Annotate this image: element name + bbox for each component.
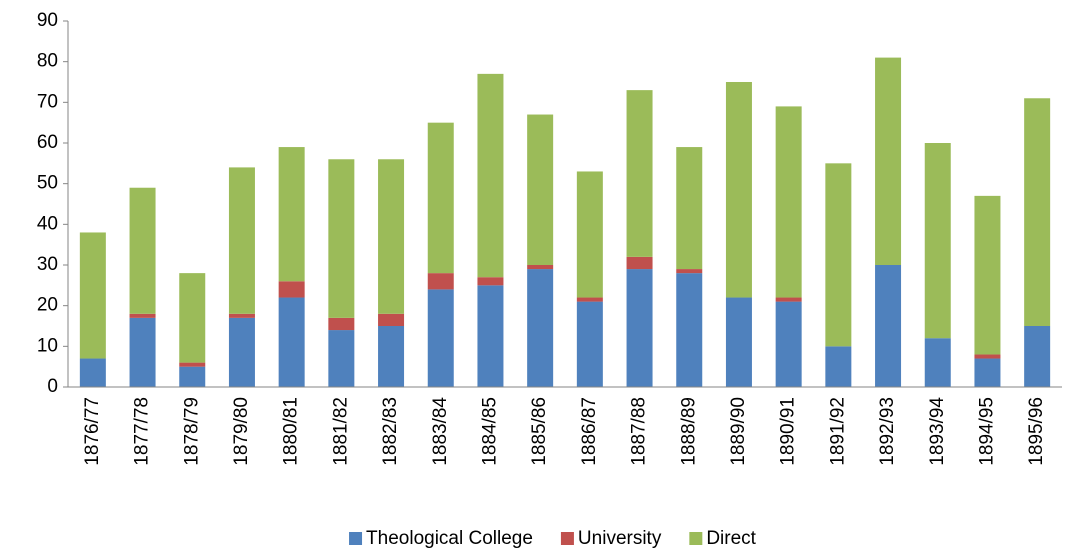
- y-tick-label: 90: [37, 10, 58, 31]
- bar-segment: [875, 57, 902, 265]
- x-tick-label: 1876/77: [82, 397, 103, 466]
- bar-segment: [79, 358, 106, 387]
- bar-segment: [676, 273, 703, 387]
- x-tick-label: 1886/87: [579, 397, 600, 466]
- bar-segment: [328, 317, 355, 331]
- x-tick-label: 1889/90: [728, 397, 749, 466]
- x-tick-label: 1895/96: [1026, 397, 1047, 466]
- legend-label: Direct: [706, 528, 756, 549]
- bar-segment: [278, 281, 305, 298]
- bar-segment: [228, 167, 255, 314]
- x-tick-label: 1894/95: [976, 397, 997, 466]
- y-tick-label: 10: [37, 335, 58, 356]
- bar-segment: [129, 313, 156, 318]
- bar-segment: [477, 277, 504, 286]
- bar-segment: [775, 297, 802, 302]
- bar-segment: [626, 90, 653, 257]
- bar-segment: [626, 269, 653, 387]
- x-tick-label: 1881/82: [330, 397, 351, 466]
- bar-segment: [378, 313, 405, 326]
- bar-segment: [378, 159, 405, 314]
- bar-segment: [626, 256, 653, 270]
- bar-segment: [725, 297, 752, 387]
- y-tick-label: 50: [37, 173, 58, 194]
- bar-segment: [825, 163, 852, 347]
- bar-segment: [676, 269, 703, 274]
- bar-segment: [378, 326, 405, 387]
- bar-segment: [527, 269, 554, 387]
- x-tick-label: 1883/84: [430, 397, 451, 466]
- y-tick-label: 60: [37, 132, 58, 153]
- x-tick-label: 1877/78: [132, 397, 153, 466]
- bar-segment: [576, 301, 603, 387]
- bar-segment: [676, 147, 703, 270]
- bar-segment: [974, 195, 1001, 355]
- bar-segment: [527, 265, 554, 270]
- bar-segment: [79, 232, 106, 359]
- bar-segment: [974, 358, 1001, 387]
- x-tick-label: 1882/83: [380, 397, 401, 466]
- bar-segment: [527, 114, 554, 266]
- x-tick-label: 1879/80: [231, 397, 252, 466]
- legend-label: Theological College: [366, 528, 533, 549]
- bar-segment: [179, 366, 206, 387]
- bar-segment: [775, 301, 802, 387]
- x-tick-label: 1890/91: [778, 397, 799, 466]
- x-tick-label: 1887/88: [629, 397, 650, 466]
- x-tick-label: 1892/93: [877, 397, 898, 466]
- bar-segment: [974, 354, 1001, 359]
- bar-segment: [576, 297, 603, 302]
- bar-segment: [1024, 98, 1051, 327]
- x-tick-label: 1888/89: [678, 397, 699, 466]
- y-tick-label: 80: [37, 51, 58, 72]
- bar-segment: [427, 289, 454, 387]
- y-tick-label: 30: [37, 254, 58, 275]
- y-tick-label: 0: [47, 376, 58, 397]
- bar-segment: [179, 362, 206, 367]
- bar-segment: [924, 143, 951, 339]
- bar-segment: [129, 317, 156, 387]
- bar-segment: [278, 297, 305, 387]
- legend-label: University: [578, 528, 662, 549]
- x-tick-label: 1891/92: [827, 397, 848, 466]
- bar-segment: [477, 285, 504, 387]
- bar-segment: [328, 159, 355, 318]
- x-tick-label: 1880/81: [281, 397, 302, 466]
- bar-segment: [725, 82, 752, 298]
- bar-segment: [576, 171, 603, 298]
- bar-segment: [278, 147, 305, 282]
- bar-segment: [1024, 326, 1051, 387]
- bar-segment: [875, 265, 902, 387]
- bar-segment: [427, 273, 454, 290]
- legend-swatch: [560, 532, 574, 545]
- bar-segment: [228, 317, 255, 387]
- x-tick-label: 1878/79: [181, 397, 202, 466]
- bar-segment: [179, 273, 206, 363]
- bar-segment: [924, 338, 951, 387]
- bar-segment: [775, 106, 802, 298]
- bar-segment: [129, 187, 156, 314]
- legend-swatch: [689, 532, 703, 545]
- x-tick-label: 1885/86: [529, 397, 550, 466]
- y-tick-label: 20: [37, 295, 58, 316]
- bar-segment: [477, 73, 504, 278]
- y-tick-label: 70: [37, 91, 58, 112]
- legend-swatch: [349, 532, 363, 545]
- x-tick-label: 1893/94: [927, 397, 948, 466]
- bar-segment: [328, 330, 355, 387]
- bar-segment: [427, 122, 454, 274]
- x-tick-label: 1884/85: [479, 397, 500, 466]
- legend: Theological College University Direct: [349, 528, 757, 549]
- bar-segment: [825, 346, 852, 387]
- bar-segment: [228, 313, 255, 318]
- y-tick-label: 40: [37, 213, 58, 234]
